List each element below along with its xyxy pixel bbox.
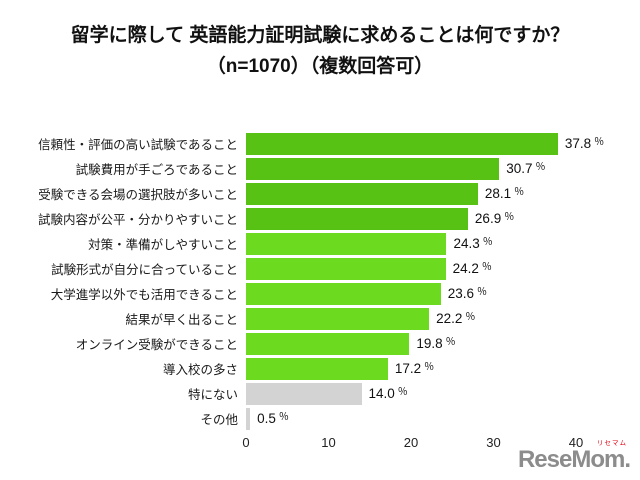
bar-row: その他 0.5 ％ bbox=[0, 406, 640, 431]
plot-area: 22.2 ％ bbox=[246, 307, 576, 330]
plot-area: 24.3 ％ bbox=[246, 232, 576, 255]
value-label: 23.6 ％ bbox=[448, 286, 487, 301]
bar bbox=[246, 207, 468, 230]
value-number: 28.1 bbox=[484, 186, 512, 201]
bar bbox=[246, 407, 251, 430]
value-label: 14.0 ％ bbox=[369, 386, 408, 401]
value-number: 23.6 bbox=[447, 286, 474, 301]
category-label: オンライン受験ができること bbox=[75, 338, 238, 352]
chart-title-line2: （n=1070）（複数回答可） bbox=[206, 56, 434, 78]
category-label: 大学進学以外でも活用できること bbox=[50, 288, 238, 302]
value-label: 22.2 ％ bbox=[436, 311, 475, 326]
percent-sign: ％ bbox=[476, 287, 487, 298]
bar bbox=[246, 232, 447, 255]
value-label: 37.8 ％ bbox=[565, 136, 604, 151]
x-tick-label: 30 bbox=[486, 435, 501, 450]
percent-sign: ％ bbox=[465, 312, 476, 323]
bar bbox=[246, 182, 478, 205]
value-label: 0.5 ％ bbox=[257, 411, 289, 426]
category-label: 導入校の多さ bbox=[162, 363, 238, 377]
percent-sign: ％ bbox=[535, 162, 546, 173]
bar-row: 試験形式が自分に合っていること 24.2 ％ bbox=[0, 256, 640, 281]
bar-row: 試験内容が公平・分かりやすいこと 26.9 ％ bbox=[0, 206, 640, 231]
value-label: 24.3 ％ bbox=[453, 236, 492, 251]
bar bbox=[246, 257, 446, 280]
value-number: 19.8 bbox=[416, 336, 443, 351]
bar bbox=[246, 157, 500, 180]
bar-row: 大学進学以外でも活用できること 23.6 ％ bbox=[0, 281, 640, 306]
plot-area: 19.8 ％ bbox=[246, 332, 576, 355]
plot-area: 30.7 ％ bbox=[246, 157, 576, 180]
value-number: 26.9 bbox=[474, 211, 502, 226]
bar bbox=[246, 382, 362, 405]
bar-chart: 信頼性・評価の高い試験であること 37.8 ％試験費用が手ごろであること 30.7 ％受… bbox=[0, 131, 640, 455]
bar-row: 特にない 14.0 ％ bbox=[0, 381, 640, 406]
category-label: 試験費用が手ごろであること bbox=[75, 163, 238, 177]
x-tick-label: 40 bbox=[568, 435, 584, 450]
resemom-logo-ruby: リセマム bbox=[597, 440, 627, 447]
category-label: 試験内容が公平・分かりやすいこと bbox=[37, 213, 238, 227]
value-number: 30.7 bbox=[506, 161, 533, 176]
bar bbox=[246, 307, 430, 330]
x-axis: 0 10 20 30 40 bbox=[242, 435, 583, 455]
plot-area: 0.5 ％ bbox=[246, 407, 576, 430]
plot-area: 24.2 ％ bbox=[246, 257, 576, 280]
category-label: 対策・準備がしやすいこと bbox=[88, 238, 238, 252]
percent-sign: ％ bbox=[278, 412, 289, 423]
bar bbox=[246, 332, 410, 355]
plot-area: 23.6 ％ bbox=[246, 282, 576, 305]
percent-sign: ％ bbox=[504, 212, 515, 223]
value-number: 14.0 bbox=[368, 386, 395, 401]
value-number: 17.2 bbox=[394, 361, 422, 376]
value-label: 17.2 ％ bbox=[395, 361, 434, 376]
percent-sign: ％ bbox=[445, 337, 456, 348]
resemom-logo-text: ReseMom. bbox=[517, 446, 631, 473]
x-tick-label: 20 bbox=[403, 435, 419, 450]
bar bbox=[246, 357, 388, 380]
category-label: 特にない bbox=[187, 388, 238, 402]
resemom-logo: ReseMom. リセマム bbox=[517, 440, 631, 473]
bar-row: 受験できる会場の選択肢が多いこと 28.1 ％ bbox=[0, 181, 640, 206]
x-tick-label: 10 bbox=[321, 435, 336, 450]
percent-sign: ％ bbox=[397, 387, 408, 398]
plot-area: 14.0 ％ bbox=[246, 382, 576, 405]
value-label: 19.8 ％ bbox=[416, 336, 455, 351]
percent-sign: ％ bbox=[481, 262, 492, 273]
value-label: 24.2 ％ bbox=[453, 261, 492, 276]
category-label: 信頼性・評価の高い試験であること bbox=[38, 138, 238, 152]
value-number: 24.3 bbox=[453, 236, 480, 251]
value-number: 24.2 bbox=[452, 261, 479, 276]
value-number: 0.5 bbox=[257, 411, 276, 426]
bar-rows: 信頼性・評価の高い試験であること 37.8 ％試験費用が手ごろであること 30.7 ％受… bbox=[0, 131, 640, 431]
bar bbox=[246, 282, 441, 305]
chart-title-line1: 留学に際して 英語能力証明試験に求めることは何ですか？ bbox=[70, 25, 570, 46]
percent-sign: ％ bbox=[482, 237, 493, 248]
plot-area: 17.2 ％ bbox=[246, 357, 576, 380]
plot-area: 26.9 ％ bbox=[246, 207, 576, 230]
category-label: 受験できる会場の選択肢が多いこと bbox=[38, 188, 238, 202]
percent-sign: ％ bbox=[514, 187, 525, 198]
plot-area: 37.8 ％ bbox=[246, 132, 604, 155]
bar-row: 導入校の多さ 17.2 ％ bbox=[0, 356, 640, 381]
value-label: 26.9 ％ bbox=[475, 211, 514, 226]
bar-row: 対策・準備がしやすいこと 24.3 ％ bbox=[0, 231, 640, 256]
bar-row: 信頼性・評価の高い試験であること 37.8 ％ bbox=[0, 131, 640, 156]
bar-row: オンライン受験ができること 19.8 ％ bbox=[0, 331, 640, 356]
category-label: 試験形式が自分に合っていること bbox=[51, 263, 238, 277]
category-label: その他 bbox=[200, 413, 238, 427]
value-label: 28.1 ％ bbox=[485, 186, 524, 201]
value-number: 37.8 bbox=[564, 136, 592, 151]
percent-sign: ％ bbox=[424, 362, 435, 373]
bar bbox=[246, 132, 558, 155]
bar-row: 試験費用が手ごろであること 30.7 ％ bbox=[0, 156, 640, 181]
x-tick-label: 0 bbox=[242, 435, 250, 450]
chart-title: 留学に際して 英語能力証明試験に求めることは何ですか？ （n=1070）（複数回… bbox=[0, 20, 640, 83]
value-number: 22.2 bbox=[436, 311, 463, 326]
bar-row: 結果が早く出ること 22.2 ％ bbox=[0, 306, 640, 331]
value-label: 30.7 ％ bbox=[506, 161, 545, 176]
percent-sign: ％ bbox=[594, 137, 605, 148]
plot-area: 28.1 ％ bbox=[246, 182, 576, 205]
category-label: 結果が早く出ること bbox=[125, 313, 238, 327]
